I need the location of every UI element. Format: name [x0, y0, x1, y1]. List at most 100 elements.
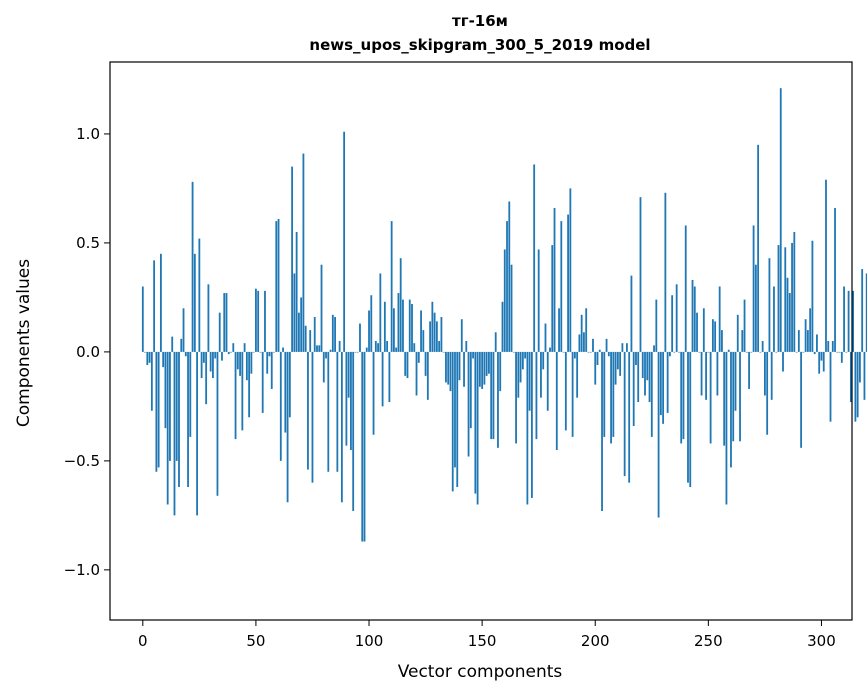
bar [655, 299, 658, 352]
bar [352, 351, 355, 512]
bar [288, 351, 291, 418]
bar [795, 351, 798, 353]
bar [849, 351, 852, 403]
bar [257, 290, 260, 352]
bar [845, 351, 848, 353]
bar [225, 293, 228, 352]
bar [580, 314, 583, 352]
bar [813, 351, 816, 355]
x-tick-label: 50 [246, 632, 265, 650]
bar [148, 351, 151, 363]
bar [359, 323, 361, 352]
bar [350, 351, 352, 450]
bar [189, 351, 192, 437]
x-axis-ticks: 0 50 100 150 200 250 300 [138, 620, 836, 650]
x-tick-label: 0 [138, 632, 148, 650]
y-tick-label: 0.5 [76, 234, 100, 252]
bar [569, 188, 572, 352]
bar [370, 295, 373, 352]
bar [524, 351, 527, 359]
bar [519, 351, 522, 383]
bar [589, 351, 592, 353]
bar [596, 351, 599, 365]
bar [279, 351, 282, 461]
bar [340, 351, 343, 503]
bar [680, 351, 683, 444]
bar [535, 351, 538, 440]
bar [793, 232, 796, 352]
bar [687, 351, 689, 483]
bar [757, 144, 760, 352]
bar [723, 351, 726, 446]
bar [365, 347, 368, 352]
bar [664, 192, 667, 352]
bar [472, 351, 474, 359]
bar [657, 351, 660, 518]
bar [239, 351, 241, 376]
bar [270, 351, 273, 389]
bar [193, 253, 196, 352]
bar [585, 308, 588, 352]
bar [551, 245, 554, 352]
bar [811, 240, 814, 352]
bar [433, 312, 436, 352]
bar [571, 351, 574, 437]
bar [517, 351, 520, 398]
bar [863, 351, 866, 400]
bar [546, 351, 549, 411]
bar [304, 325, 307, 352]
bar [809, 308, 812, 352]
bar [705, 351, 707, 400]
bar [659, 351, 662, 416]
bar [205, 351, 208, 405]
bar [178, 351, 180, 488]
bar [368, 310, 370, 352]
bar [847, 290, 850, 352]
bar [610, 351, 612, 444]
bar [442, 351, 445, 353]
bar [445, 351, 447, 383]
bar [605, 338, 608, 352]
bar [709, 351, 712, 444]
bar [212, 351, 214, 379]
bar [816, 334, 818, 352]
bar [583, 332, 585, 352]
bar [549, 347, 551, 352]
bar [388, 351, 391, 403]
bar [700, 351, 703, 396]
bar [865, 273, 867, 352]
bar [297, 312, 300, 352]
y-tick-label: −0.5 [64, 452, 100, 470]
bar [827, 341, 830, 352]
bar [510, 264, 513, 352]
bar [325, 351, 327, 359]
bar [393, 308, 395, 352]
bar [449, 351, 452, 392]
bar [469, 351, 472, 429]
x-tick-label: 300 [807, 632, 836, 650]
bar [750, 351, 753, 353]
bar [273, 351, 275, 353]
bar [408, 299, 411, 352]
bar [184, 351, 187, 357]
bar [503, 249, 506, 352]
bar [630, 275, 633, 352]
bar [587, 351, 590, 353]
bar [644, 351, 646, 396]
bar [619, 351, 622, 376]
bar [338, 341, 341, 352]
bar [347, 351, 350, 398]
x-axis-label: Vector components [398, 662, 563, 682]
bar [485, 351, 488, 376]
bar [662, 351, 665, 424]
x-tick-label: 150 [468, 632, 497, 650]
bar [623, 351, 626, 477]
bar [153, 260, 156, 352]
bar [521, 351, 524, 370]
bar [721, 330, 723, 352]
bar [150, 351, 153, 411]
bar [377, 343, 379, 352]
bar [626, 343, 628, 352]
bar [397, 293, 400, 352]
